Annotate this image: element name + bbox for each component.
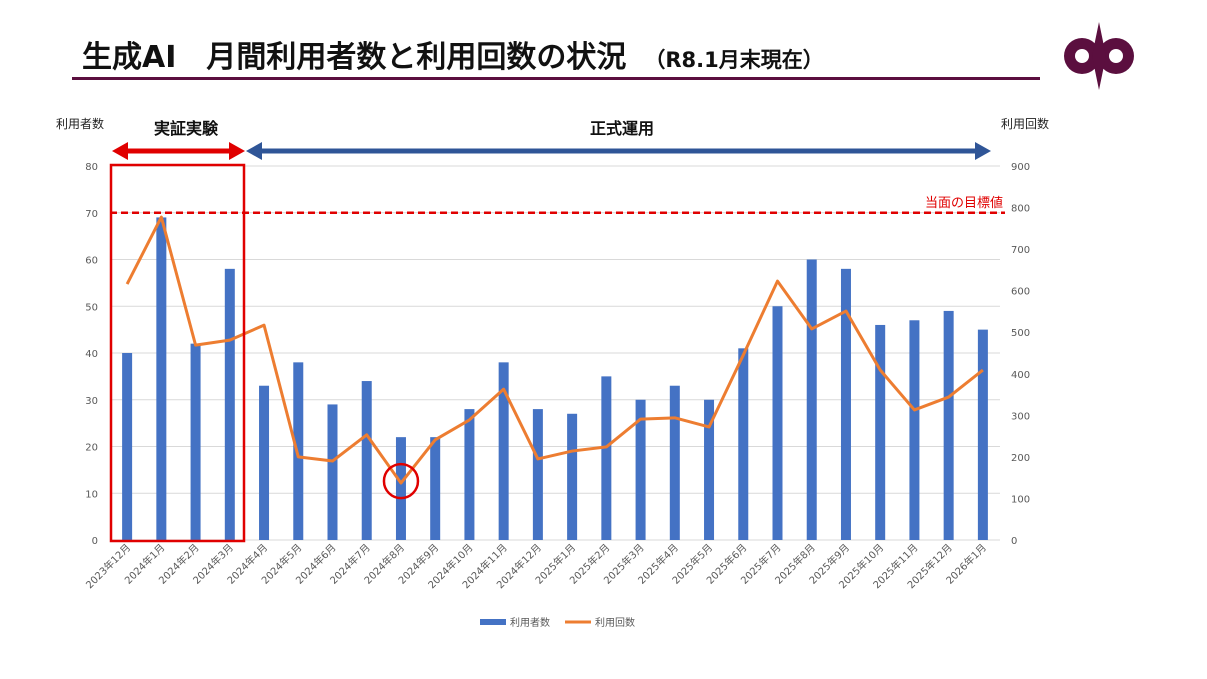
y-tick-label: 70 xyxy=(85,209,98,220)
bar-2024年4月 xyxy=(259,385,270,540)
y-tick-label: 40 xyxy=(85,349,98,360)
y2-axis-title: 利用回数 xyxy=(1001,116,1049,131)
trial-arrow-right-head xyxy=(229,142,245,160)
operation-label: 正式運用 xyxy=(590,119,654,138)
y2-tick-label: 0 xyxy=(1011,536,1017,547)
bar-2025年6月 xyxy=(738,348,749,540)
trial-arrow-left-head xyxy=(112,142,128,160)
y2-tick-label: 800 xyxy=(1011,204,1030,215)
y-tick-label: 60 xyxy=(85,256,98,267)
legend-bar-swatch xyxy=(480,619,506,625)
y-tick-label: 50 xyxy=(85,302,98,313)
y-tick-label: 20 xyxy=(85,443,98,454)
bar-2024年9月 xyxy=(430,437,441,540)
y-tick-label: 10 xyxy=(85,489,98,500)
y-tick-label: 80 xyxy=(85,162,98,173)
bar-2025年9月 xyxy=(840,268,851,540)
bar-2024年7月 xyxy=(361,381,372,540)
legend-line-label: 利用回数 xyxy=(595,616,635,629)
bar-2024年1月 xyxy=(156,217,167,541)
trial-period-box xyxy=(109,163,246,543)
bar-2024年3月 xyxy=(224,268,235,540)
page-title: 生成AI 月間利用者数と利用回数の状況 （R8.1月末現在） xyxy=(82,32,824,76)
y2-tick-label: 100 xyxy=(1011,494,1030,505)
y-tick-label: 0 xyxy=(92,536,98,547)
bar-2026年1月 xyxy=(977,329,988,540)
y2-tick-label: 200 xyxy=(1011,453,1030,464)
y2-tick-label: 500 xyxy=(1011,328,1030,339)
y2-tick-label: 600 xyxy=(1011,287,1030,298)
bar-2025年5月 xyxy=(704,399,715,540)
bar-2024年11月 xyxy=(498,362,509,540)
legend-bar-label: 利用者数 xyxy=(510,616,550,629)
bar-2025年7月 xyxy=(772,306,783,540)
operation-arrow-right-head xyxy=(975,142,991,160)
bar-2023年12月 xyxy=(122,353,133,540)
bar-2024年8月 xyxy=(395,437,406,540)
municipal-logo-icon xyxy=(1064,22,1134,90)
bar-2025年4月 xyxy=(669,385,680,540)
bar-2025年1月 xyxy=(567,413,578,540)
y-axis-title: 利用者数 xyxy=(56,116,104,131)
bar-2025年2月 xyxy=(601,376,612,540)
bar-2025年11月 xyxy=(909,320,920,540)
title-divider xyxy=(72,77,1040,80)
title-subtitle: （R8.1月末現在） xyxy=(644,48,824,72)
x-tick-label: 2023年12月 xyxy=(83,541,133,591)
bar-2024年10月 xyxy=(464,409,475,540)
bar-2025年3月 xyxy=(635,399,646,540)
y2-tick-label: 300 xyxy=(1011,411,1030,422)
highlight-circle xyxy=(382,462,420,500)
line-series xyxy=(125,215,984,485)
y2-tick-label: 900 xyxy=(1011,162,1030,173)
bar-2025年8月 xyxy=(806,259,817,540)
y2-tick-label: 400 xyxy=(1011,370,1030,381)
trial-label: 実証実験 xyxy=(154,119,219,138)
y-tick-label: 30 xyxy=(85,396,98,407)
bar-2024年6月 xyxy=(327,404,338,540)
bar-2024年12月 xyxy=(532,409,543,540)
operation-arrow-left-head xyxy=(246,142,262,160)
bar-2024年2月 xyxy=(190,343,201,540)
bar-2025年12月 xyxy=(943,310,954,540)
target-label: 当面の目標値 xyxy=(925,195,1003,211)
y2-tick-label: 700 xyxy=(1011,245,1030,256)
bar-2025年10月 xyxy=(875,324,886,540)
title-text: 生成AI 月間利用者数と利用回数の状況 xyxy=(82,40,627,75)
